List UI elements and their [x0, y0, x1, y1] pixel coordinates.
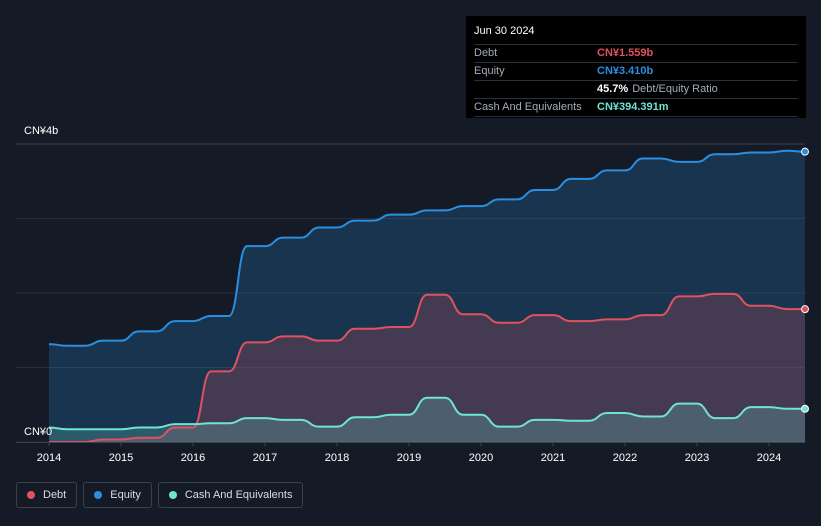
- tooltip-date: Jun 30 2024: [474, 24, 798, 45]
- x-tick-label: 2017: [253, 452, 277, 464]
- tooltip-row-ratio: 45.7% Debt/Equity Ratio: [474, 81, 798, 99]
- x-tick-label: 2020: [469, 452, 493, 464]
- x-tick-label: 2022: [613, 452, 637, 464]
- debt-dot-icon: [27, 491, 35, 499]
- equity-area: [49, 150, 805, 442]
- equity-dot-icon: [94, 491, 103, 499]
- tooltip-equity-label: Equity: [474, 65, 505, 77]
- equity-end-marker: [801, 147, 809, 156]
- x-tick-label: 2021: [541, 452, 565, 464]
- x-tick-label: 2018: [325, 452, 349, 464]
- debt-end-marker: [801, 305, 809, 314]
- x-tick-label: 2024: [757, 452, 781, 464]
- tooltip-ratio-label: Debt/Equity Ratio: [632, 83, 718, 95]
- x-tick-label: 2015: [109, 452, 133, 464]
- tooltip-debt-label: Debt: [474, 47, 498, 59]
- tooltip-cash-label: Cash And Equivalents: [474, 101, 582, 113]
- x-tick-label: 2016: [181, 452, 205, 464]
- tooltip-row-debt: Debt CN¥1.559b: [474, 45, 798, 63]
- y-tick-label: CN¥0: [24, 426, 52, 438]
- chart-legend: Debt Equity Cash And Equivalents: [16, 482, 304, 508]
- x-tick-label: 2023: [685, 452, 709, 464]
- tooltip-panel: Jun 30 2024 Debt CN¥1.559b Equity CN¥3.4…: [466, 16, 806, 118]
- legend-equity-label: Equity: [110, 489, 141, 501]
- cash-dot-icon: [168, 491, 177, 499]
- equity-line: [48, 149, 806, 347]
- tooltip-ratio-value: 45.7%: [597, 83, 629, 95]
- tooltip-debt-value: CN¥1.559b: [597, 47, 654, 59]
- tooltip-row-equity: Equity CN¥3.410b: [474, 63, 798, 81]
- debt-area: [49, 293, 805, 442]
- tooltip-equity-value: CN¥3.410b: [597, 65, 654, 77]
- tooltip-row-cash: Cash And Equivalents CN¥394.391m: [474, 99, 798, 117]
- cash-line: [48, 396, 805, 431]
- x-tick-label: 2019: [397, 452, 421, 464]
- legend-item-equity[interactable]: Equity: [83, 482, 152, 508]
- x-tick-label: 2014: [37, 452, 61, 464]
- tooltip-cash-value: CN¥394.391m: [597, 101, 669, 113]
- cash-end-marker: [801, 404, 809, 413]
- legend-cash-label: Cash And Equivalents: [184, 489, 293, 501]
- legend-debt-label: Debt: [43, 489, 67, 501]
- legend-item-cash[interactable]: Cash And Equivalents: [157, 482, 304, 508]
- legend-item-debt[interactable]: Debt: [16, 482, 78, 508]
- cash-area: [49, 397, 805, 442]
- y-tick-label: CN¥4b: [24, 125, 58, 137]
